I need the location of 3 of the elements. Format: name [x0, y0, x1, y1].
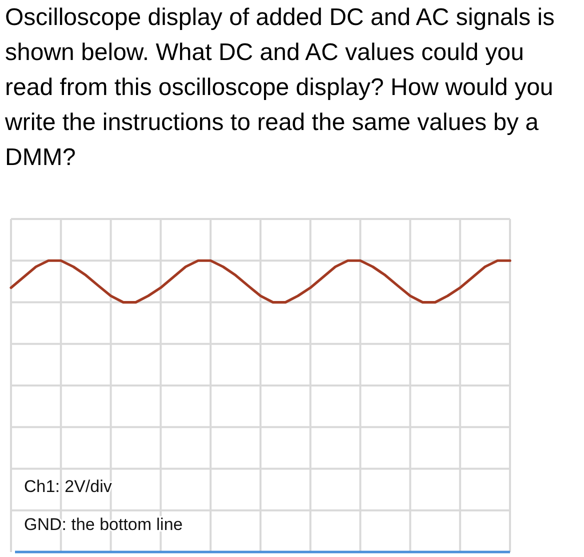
annotation: GND: the bottom line: [24, 515, 183, 534]
chart-title: Oscilloscope display of added DC and AC signals is shown below. What DC and AC values could you read from this oscilloscope display? How would you write the instructions to read the same values by a DMM?: [5, 3, 556, 173]
annotation: Ch1: 2V/div: [24, 477, 112, 496]
